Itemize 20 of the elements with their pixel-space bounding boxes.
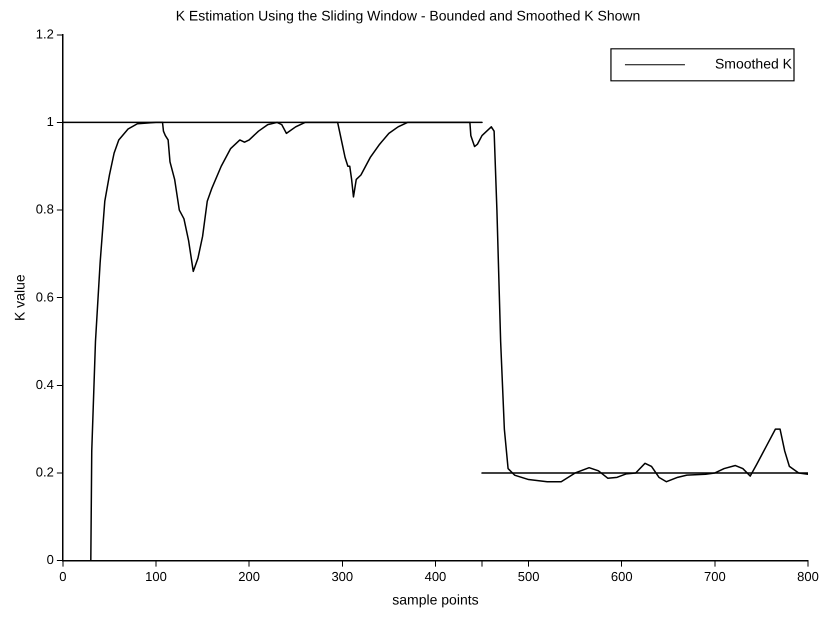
y-tick-label: 0	[46, 552, 54, 568]
chart-title: K Estimation Using the Sliding Window - Bounded and Smoothed K Shown	[176, 7, 640, 24]
x-tick-label: 600	[610, 568, 633, 584]
x-axis-title: sample points	[392, 591, 479, 608]
y-axis-title: K value	[11, 274, 28, 322]
x-tick-label: 100	[145, 568, 167, 584]
x-tick-label: 300	[331, 568, 354, 584]
y-tick-label: 0.2	[36, 464, 54, 480]
x-tick-label: 500	[518, 568, 540, 584]
y-tick-label: 0.8	[36, 202, 54, 217]
y-tick-label: 1	[46, 114, 54, 130]
x-tick-label: 400	[424, 568, 446, 584]
y-tick-label: 0.6	[36, 289, 54, 304]
x-tick-label: 800	[797, 568, 819, 584]
y-tick-label: 1.2	[36, 26, 54, 42]
x-tick-label: 0	[59, 568, 66, 584]
legend-label: Smoothed K	[714, 56, 793, 72]
y-tick-label: 0.4	[36, 376, 54, 392]
x-tick-label: 700	[704, 568, 726, 584]
x-tick-label: 200	[238, 568, 260, 584]
